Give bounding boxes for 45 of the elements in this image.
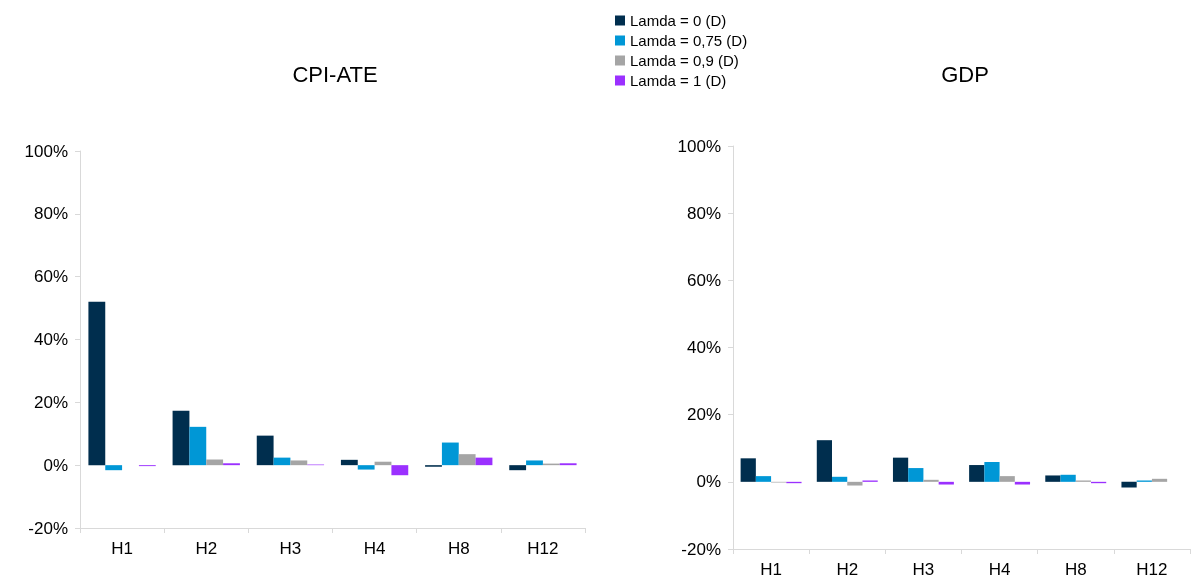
bar <box>441 442 459 466</box>
bar <box>88 301 106 466</box>
bar <box>256 435 274 466</box>
y-tick-label: 40% <box>33 330 68 349</box>
legend-label: Lamda = 0,75 (D) <box>630 32 748 49</box>
y-tick-label: 80% <box>686 203 721 223</box>
x-tick-label: H12 <box>527 539 559 558</box>
bar <box>458 454 476 466</box>
y-tick-label: 20% <box>33 392 68 412</box>
bar <box>357 465 375 470</box>
bar <box>340 459 358 466</box>
y-tick-label: -20% <box>28 518 68 538</box>
y-tick-label: 20% <box>686 405 721 425</box>
y-tick-label: 80% <box>33 204 68 224</box>
chart-title: CPI-ATE <box>292 61 378 87</box>
bar <box>172 410 190 466</box>
y-tick-label: 100% <box>677 136 721 156</box>
bar <box>189 426 207 466</box>
bar <box>526 460 543 466</box>
y-tick-label: 0% <box>696 472 721 492</box>
bar <box>509 465 527 471</box>
y-tick-label: 40% <box>686 338 721 357</box>
x-tick-label: H4 <box>363 539 386 558</box>
y-tick-label: 60% <box>33 267 68 287</box>
x-tick-label: H3 <box>279 539 302 558</box>
x-tick-label: H1 <box>760 560 782 579</box>
x-tick-label: H1 <box>111 539 133 558</box>
x-tick-label: H8 <box>447 539 470 558</box>
bar <box>391 465 409 476</box>
x-tick-label: H2 <box>836 560 859 579</box>
x-tick-label: H4 <box>988 560 1011 579</box>
x-tick-label: H12 <box>1136 560 1168 579</box>
bar <box>290 460 308 466</box>
x-tick-label: H8 <box>1064 560 1087 579</box>
y-tick-label: 60% <box>686 270 721 290</box>
x-tick-label: H2 <box>195 539 218 558</box>
chart-title: GDP <box>941 61 989 87</box>
x-tick-label: H3 <box>912 560 935 579</box>
legend-label: Lamda = 0,9 (D) <box>630 52 739 69</box>
y-tick-label: 100% <box>24 141 68 161</box>
y-tick-label: 0% <box>43 455 68 475</box>
bar <box>105 465 123 471</box>
legend-label: Lamda = 0 (D) <box>630 12 727 29</box>
y-tick-label: -20% <box>681 539 721 559</box>
legend-label: Lamda = 1 (D) <box>630 72 727 89</box>
